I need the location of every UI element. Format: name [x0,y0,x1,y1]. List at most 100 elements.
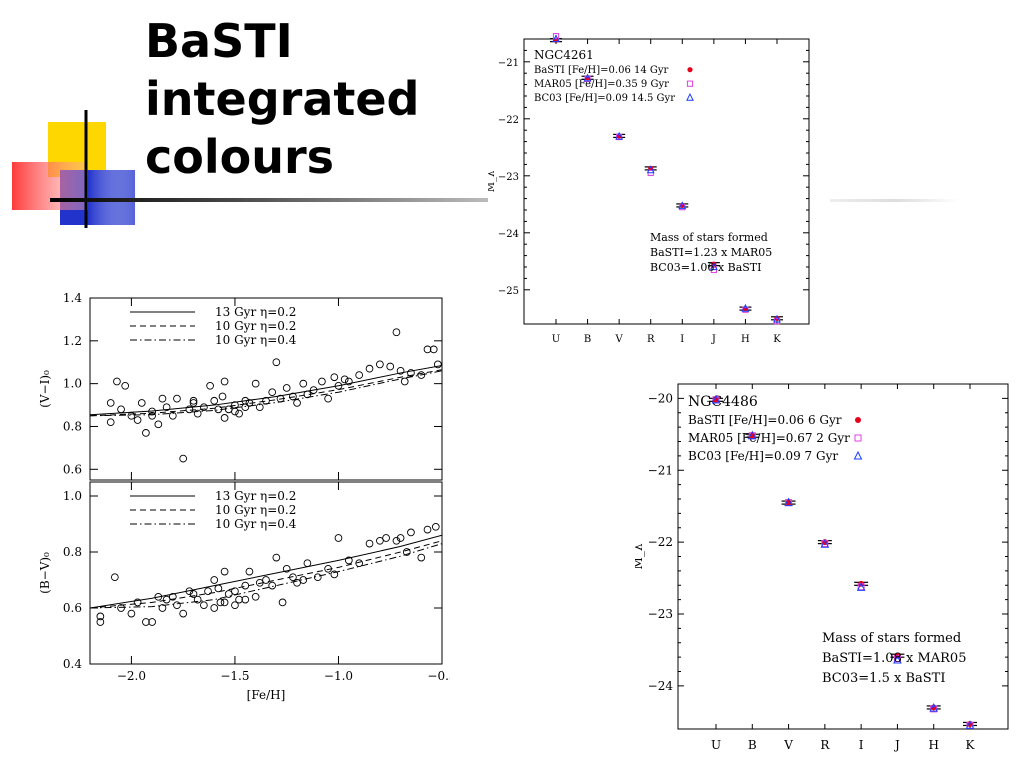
data-point [423,525,432,534]
data-point [245,567,254,576]
data-point [220,567,229,576]
data-point-bc03 [773,314,781,323]
data-point [106,399,115,407]
y-tick-label: −24 [648,679,674,693]
x-tick-label-i: I [680,334,684,345]
data-point-bc03 [820,539,830,548]
data-point [293,578,301,587]
data-point-bc03 [741,303,750,312]
data-point [200,403,208,412]
data-point [158,394,167,403]
data-point [376,536,384,545]
legend-entry: MAR05 [Fe/H]=0.67 2 Gyr [688,431,850,445]
annotation-line: Mass of stars formed [822,631,961,646]
data-point [148,618,156,626]
data-point [434,360,442,369]
data-point-bc03 [711,394,721,404]
data-point [133,598,142,607]
data-point-bc03 [929,703,939,712]
data-point [162,403,171,412]
data-point [220,598,229,607]
title-rule-faint [830,199,960,202]
y-axis-label: (B−V)₀ [38,552,52,594]
data-point-bc03 [965,720,975,729]
plot-frame [89,481,443,665]
annotation-line: Mass of stars formed [650,231,768,244]
data-point [210,604,219,612]
data-point [272,553,281,562]
data-point [189,399,198,407]
data-point [365,364,374,373]
data-point [168,411,177,420]
data-point [168,592,177,601]
legend-entry: 10 Gyr η=0.2 [215,503,296,517]
data-point [127,609,136,618]
data-point [355,559,364,568]
red-rectangle [12,162,88,210]
legend-entry: 10 Gyr η=0.4 [215,333,297,347]
plot-area [90,328,442,463]
model-line [90,543,442,609]
data-point-bc03 [856,582,866,591]
data-point [407,369,415,377]
data-point [121,381,130,390]
x-tick-label: −1.5 [220,669,249,683]
x-tick-label-r: R [820,738,830,752]
x-tick-label-j: J [711,334,716,345]
data-point [382,534,390,542]
data-point [220,377,229,386]
y-axis-label: M_λ [635,543,645,569]
data-point-bc03 [583,73,592,82]
legend-entry: 13 Gyr η=0.2 [215,489,296,503]
data-point [158,604,167,612]
data-point [344,556,353,565]
data-point-mar05 [552,33,560,40]
annotation-line: BaSTI=1.08 x MAR05 [822,651,966,666]
legend-entry: MAR05 [Fe/H]=0.35 9 Gyr [534,79,669,90]
data-point [334,534,343,542]
chart-v-i-colour: 0.60.81.01.21.4(V−I)₀13 Gyr η=0.210 Gyr … [38,291,443,481]
legend-entry: 10 Gyr η=0.4 [215,517,297,531]
data-point [392,328,401,337]
data-point-mar05 [854,434,862,442]
data-point [330,373,339,382]
data-point [148,411,156,420]
data-point [96,618,105,626]
plot-area [90,522,442,626]
y-tick-label: −22 [498,115,519,126]
data-point [417,371,426,379]
data-point [173,394,181,403]
data-point [185,405,194,414]
data-point [262,576,270,584]
data-point [241,581,250,590]
y-tick-label: −21 [648,463,673,477]
chart-ngc4261: −21 −22 −23 −24 −25 U B V R I J H K M_λ NGC4261 BaSTI [… [488,33,810,345]
data-point [193,595,202,604]
data-point [278,598,287,607]
y-tick-label: 1.2 [63,334,82,348]
x-tick-label-u: U [552,334,560,345]
data-point [392,536,401,545]
data-point [396,366,405,375]
data-point [110,573,119,582]
data-point [376,360,384,369]
model-line [90,364,442,416]
data-point [204,587,212,596]
model-line [90,534,442,609]
data-point [293,399,301,407]
y-tick-label: −21 [498,58,519,69]
data-point [231,407,239,416]
x-tick-label-i: I [859,738,864,752]
legend-entry: 10 Gyr η=0.2 [215,319,296,333]
model-line [90,369,442,417]
data-point [299,576,308,584]
data-point [429,345,438,354]
data-point [423,345,432,354]
data-point [206,381,214,390]
data-point [210,576,219,584]
data-point [154,420,163,429]
x-tick-label-r: R [647,334,655,345]
data-point [200,601,208,610]
data-point [282,384,291,392]
data-point [106,418,115,427]
